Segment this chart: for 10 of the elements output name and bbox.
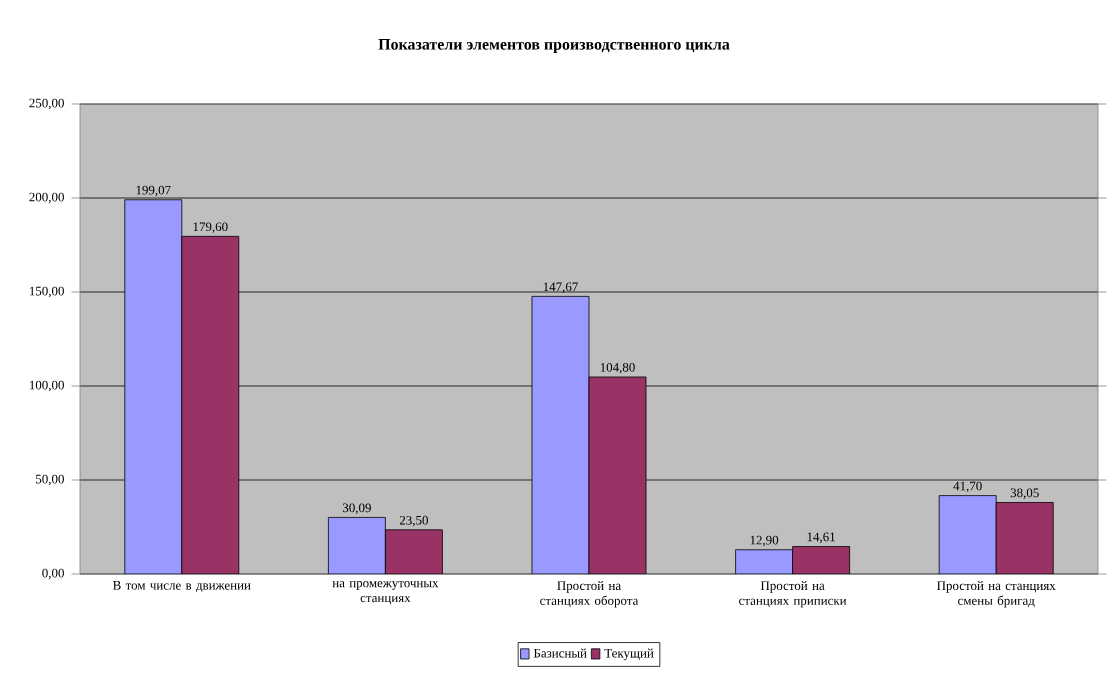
bar <box>124 199 183 574</box>
bar <box>938 495 997 574</box>
bar <box>181 235 240 574</box>
bar <box>792 546 850 574</box>
bar <box>531 295 590 574</box>
bar <box>588 376 647 574</box>
bar <box>327 517 386 574</box>
bar <box>995 502 1054 574</box>
bar <box>735 549 793 574</box>
bar <box>385 529 443 574</box>
